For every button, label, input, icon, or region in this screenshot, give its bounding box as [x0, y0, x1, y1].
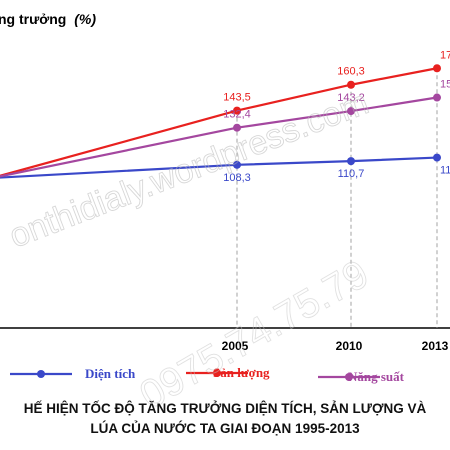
- x-tick-label: 2010: [336, 339, 363, 353]
- data-point: [347, 107, 355, 116]
- data-point: [347, 157, 355, 166]
- caption-line-1: HẾ HIỆN TỐC ĐỘ TĂNG TRƯỞNG DIỆN TÍCH, SẢ…: [23, 401, 427, 416]
- data-point: [233, 123, 241, 132]
- data-label: 132,4: [223, 109, 251, 121]
- caption-line-2: LÚA CỦA NƯỚC TA GIAI ĐOẠN 1995-2013: [90, 421, 360, 436]
- legend-swatch-marker: [345, 373, 353, 381]
- legend-swatch-marker: [37, 370, 45, 378]
- x-tick-label: 2005: [222, 339, 249, 353]
- series-0: 108,3 110,7 11: [0, 153, 450, 184]
- legend-label: Năng suất: [348, 369, 405, 384]
- data-label: 17: [440, 49, 450, 61]
- y-axis-title: ng trưởng (%): [0, 11, 96, 27]
- legend-label: Sản lượng: [213, 365, 270, 380]
- series-group: 108,3 110,7 11 143,5 160,3 17 132,4 143,2 15: [0, 49, 450, 184]
- legend-label: Diện tích: [85, 366, 136, 381]
- series-line: [0, 67, 438, 177]
- legend-item-0: Diện tích: [10, 366, 136, 381]
- x-tick-label: 2013: [422, 339, 449, 353]
- data-point: [233, 106, 241, 115]
- y-axis-title-prefix: ng trưởng: [0, 11, 66, 27]
- data-label: 143,2: [337, 92, 365, 104]
- legend-item-2: Năng suất: [318, 369, 405, 384]
- data-point: [233, 160, 241, 169]
- data-point: [347, 80, 355, 89]
- data-point: [433, 93, 441, 102]
- legend: Diện tích Sản lượng Năng suất: [10, 365, 405, 384]
- data-point: [433, 64, 441, 73]
- x-ticks: 2005 2010 2013: [222, 339, 449, 353]
- series-2: 132,4 143,2 15: [0, 79, 450, 178]
- watermark-site: onthidialy.wordpress.com: [4, 83, 373, 255]
- series-1: 143,5 160,3 17: [0, 49, 450, 177]
- data-point: [433, 153, 441, 162]
- chart-caption: HẾ HIỆN TỐC ĐỘ TĂNG TRƯỞNG DIỆN TÍCH, SẢ…: [0, 399, 450, 439]
- legend-item-1: Sản lượng: [186, 365, 270, 380]
- data-label: 110,7: [338, 168, 365, 180]
- data-label: 143,5: [223, 92, 251, 104]
- series-line: [0, 156, 438, 179]
- data-label: 160,3: [337, 66, 365, 78]
- legend-swatch-marker: [213, 369, 221, 377]
- data-label: 15: [440, 79, 450, 91]
- data-label: 108,3: [223, 172, 251, 184]
- watermark-phone: 0975.74.75.79: [133, 252, 377, 418]
- data-label: 11: [440, 165, 450, 177]
- guide-lines: [236, 68, 438, 328]
- series-line: [0, 96, 438, 178]
- y-axis-title-unit: (%): [74, 11, 96, 27]
